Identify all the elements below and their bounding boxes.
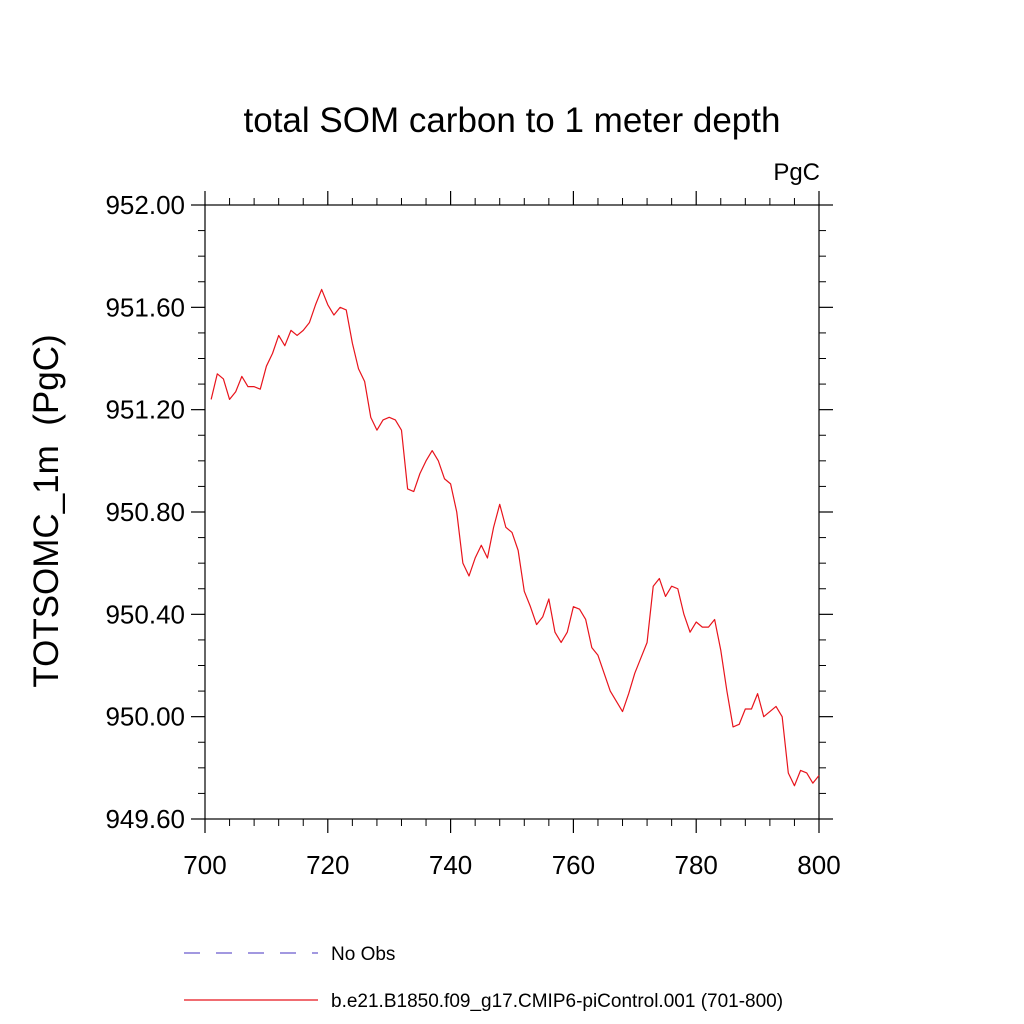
y-tick-label: 949.60 (105, 804, 185, 834)
series-lines (210, 288, 820, 787)
legend-label-0: No Obs (331, 944, 395, 965)
y-tick-label: 950.40 (105, 599, 185, 629)
axis-tick-labels: 700 720 740 760 780 800 949.60 950.00 950.40 950.… (105, 190, 840, 880)
y-tick-label: 950.00 (105, 702, 185, 732)
y-tick-label: 950.80 (105, 497, 185, 527)
y-tick-label: 951.60 (105, 292, 185, 322)
chart-title: total SOM carbon to 1 meter depth (244, 101, 781, 140)
x-tick-label: 740 (429, 850, 472, 880)
units-label: PgC (773, 159, 820, 186)
x-tick-label: 720 (306, 850, 349, 880)
legend-label-1: b.e21.B1850.f09_g17.CMIP6-piControl.001 … (331, 991, 783, 1012)
x-tick-label: 700 (183, 850, 226, 880)
x-tick-label: 800 (797, 850, 840, 880)
axis-ticks (191, 191, 833, 833)
x-tick-label: 780 (675, 850, 718, 880)
y-tick-label: 951.20 (105, 395, 185, 425)
y-axis-label: TOTSOMC_1m (PgC) (27, 334, 66, 687)
y-tick-label: 952.00 (105, 190, 185, 220)
legend: No Obs b.e21.B1850.f09_g17.CMIP6-piContro… (184, 944, 783, 1012)
series-line-1 (210, 288, 820, 787)
x-tick-label: 760 (552, 850, 595, 880)
